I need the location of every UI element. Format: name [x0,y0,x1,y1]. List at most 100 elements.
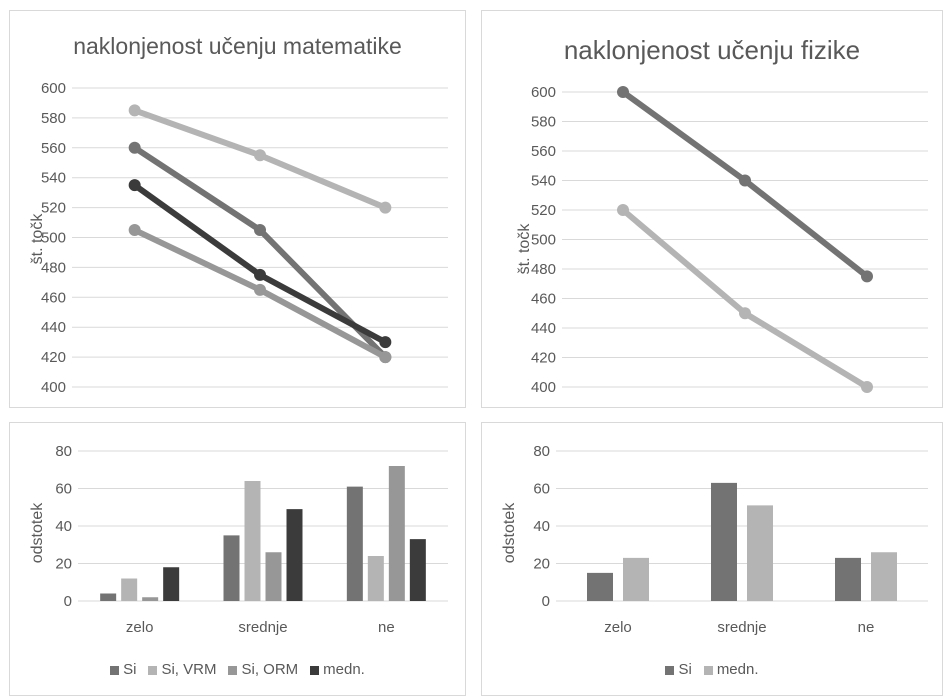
y-tick-label: 40 [55,518,72,535]
bar [871,552,897,601]
y-tick-label: 600 [531,84,556,101]
bar [346,486,363,601]
y-tick-label: 40 [533,518,550,535]
series-line [131,182,389,346]
y-tick-label: 80 [55,443,72,460]
data-point [739,174,751,187]
legend-label: Si, VRM [161,661,217,678]
y-tick-label: 520 [531,202,556,219]
data-point [128,179,141,192]
data-point [254,224,266,237]
data-point [617,204,629,216]
math-bar-chart: odstotek 0 20 40 60 80 zelo srednje ne Si Si, VR… [9,422,466,696]
bar [747,505,773,601]
y-tick-label: 0 [542,593,550,610]
x-tick-label: zelo [126,619,154,636]
y-tick-label: 420 [41,349,66,366]
physics-bar-chart: odstotek 0 20 40 60 80 zelo srednje ne Si medn. [481,422,943,696]
y-tick-label: 540 [531,173,556,190]
y-tick-label: 60 [55,481,72,498]
legend-item: medn. [310,661,365,678]
legend-swatch [148,665,158,675]
x-tick-label: srednje [717,619,766,636]
legend: Si Si, VRM Si, ORM medn. [10,661,465,678]
plot-area: 400 420 440 460 480 500 520 540 560 580 600 [41,80,448,396]
x-tick-label: zelo [604,619,632,636]
y-tick-label: 560 [41,140,66,157]
bar [265,552,282,601]
data-point [254,283,266,296]
legend-swatch [228,665,238,675]
legend-item: Si, ORM [228,661,298,678]
bar [367,556,384,601]
legend-swatch [665,665,675,675]
data-point [379,351,392,364]
bar [100,593,117,601]
legend: Si medn. [482,661,942,678]
y-tick-label: 400 [531,379,556,396]
legend-label: medn. [323,661,365,678]
physics-line-chart: naklonjenost učenju fizike št. točk 400 4… [481,10,943,408]
y-tick-label: 20 [55,556,72,573]
legend-swatch [703,665,713,675]
data-point [617,86,629,98]
bar [286,509,303,601]
legend-item: medn. [703,661,759,678]
data-point [739,307,751,320]
y-tick-label: 480 [531,261,556,278]
data-point [861,381,873,393]
bar [388,466,405,601]
series-line [131,144,389,361]
bar [409,539,426,601]
y-tick-label: 420 [531,350,556,367]
legend-swatch [110,665,120,675]
y-tick-label: 580 [531,114,556,131]
bar [711,482,737,601]
bar [835,557,861,601]
chart-title: naklonjenost učenju matematike [73,33,402,59]
math-line-chart: naklonjenost učenju matematike št. točk … [9,10,466,408]
y-tick-label: 540 [41,170,66,187]
bar [163,567,180,601]
y-tick-label: 0 [64,593,72,610]
y-tick-label: 460 [531,291,556,308]
y-tick-label: 500 [41,230,66,247]
y-tick-label: 400 [41,379,66,396]
y-tick-label: 440 [531,320,556,337]
legend-item: Si, VRM [148,661,216,678]
y-tick-label: 440 [41,319,66,336]
x-tick-label: srednje [238,619,287,636]
y-tick-label: 560 [531,143,556,160]
data-point [379,336,392,349]
y-tick-label: 80 [533,443,550,460]
data-point [128,104,141,117]
data-point [861,270,873,283]
bar [142,597,159,601]
chart-title: naklonjenost učenju fizike [563,35,861,65]
legend-label: Si [123,661,137,678]
y-tick-label: 480 [41,259,66,276]
bar [623,557,649,601]
data-point [254,149,266,162]
y-tick-label: 20 [533,556,550,573]
legend-label: medn. [716,661,759,678]
legend-label: Si, ORM [241,661,299,678]
y-tick-label: 60 [533,481,550,498]
y-tick-label: 600 [41,80,66,97]
y-tick-label: 460 [41,289,66,306]
legend-item: Si [110,661,136,678]
bar [587,572,613,601]
bar [244,481,261,601]
plot-area: 400 420 440 460 480 500 520 540 560 580 600 [531,84,928,396]
plot-area: 0 20 40 60 80 zelo srednje ne [55,443,448,636]
y-tick-label: 500 [531,232,556,249]
data-point [128,224,141,237]
x-tick-label: ne [858,619,875,636]
y-tick-label: 520 [41,200,66,217]
bar [223,535,240,601]
plot-area: 0 20 40 60 80 zelo srednje ne [533,443,928,636]
legend-label: Si [678,661,692,678]
data-point [254,268,266,281]
legend-swatch [310,665,320,675]
legend-item: Si [665,661,692,678]
